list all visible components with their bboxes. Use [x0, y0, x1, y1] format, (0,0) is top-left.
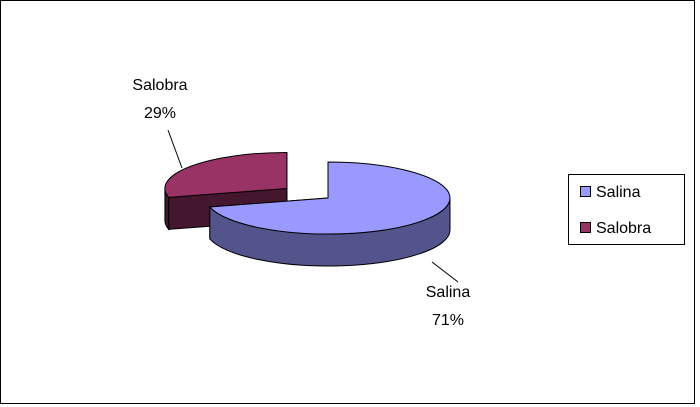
legend-label: Salina: [596, 184, 641, 201]
data-label-value: 71%: [432, 312, 464, 329]
leader-line: [167, 129, 183, 169]
data-label-category: Salobra: [132, 77, 187, 94]
legend-label: Salobra: [596, 220, 651, 237]
data-label-value: 29%: [144, 105, 176, 122]
leader-line: [431, 261, 459, 283]
data-label-category: Salina: [426, 284, 471, 301]
pie-slice: [208, 161, 451, 235]
legend-swatch: [580, 186, 591, 197]
pie-slice: [164, 151, 288, 198]
legend-swatch: [580, 222, 591, 233]
